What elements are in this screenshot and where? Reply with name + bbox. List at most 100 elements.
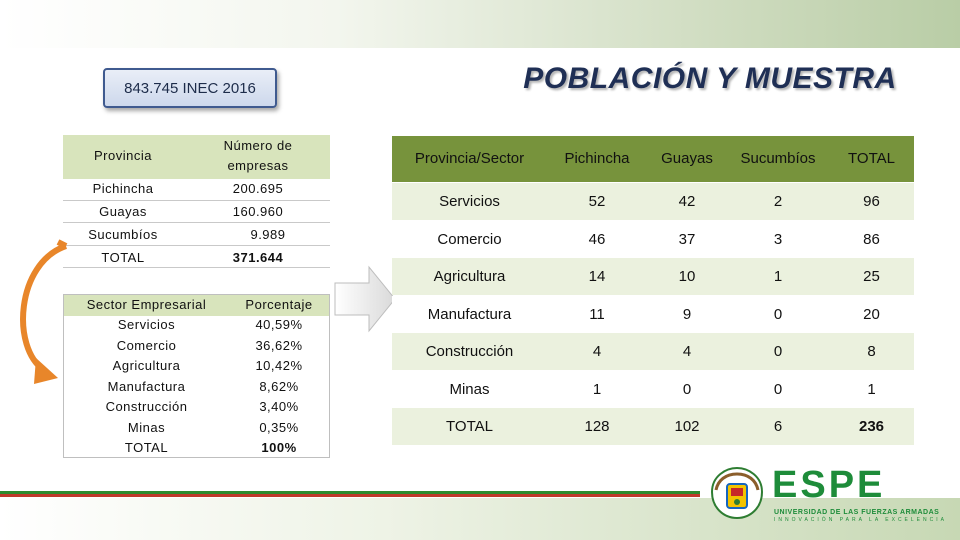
value-cell: 1 <box>773 268 783 285</box>
right-arrow-icon <box>334 265 396 333</box>
provincia-name: Guayas <box>99 204 147 219</box>
sector-table: Sector Empresarial Porcentaje Servicios … <box>63 294 330 458</box>
value-cell: 9 <box>682 306 692 323</box>
sector-percent: 40,59% <box>255 317 303 332</box>
espe-emblem-icon <box>710 466 764 520</box>
sector-name: Minas <box>127 420 166 435</box>
sector-percent: 3,40% <box>259 399 299 414</box>
provincia-count: 160.960 <box>232 204 284 219</box>
value-cell: 86 <box>863 231 880 248</box>
value-cell: 20 <box>863 306 880 323</box>
table-row: TOTAL 128 102 6 236 <box>392 408 914 445</box>
value-cell: 25 <box>863 268 880 285</box>
logo-tagline: INNOVACIÓN PARA LA EXCELENCIA <box>774 517 947 523</box>
sector-percent: 8,62% <box>259 379 299 394</box>
provincia-name: Pichincha <box>92 181 154 196</box>
table-row: Construcción 4 4 0 8 <box>392 333 914 370</box>
sector-cell: Agricultura <box>433 268 506 285</box>
sector-cell: Minas <box>449 381 490 398</box>
population-text: 843.745 INEC 2016 <box>124 79 256 97</box>
sector-cell: Comercio <box>437 231 502 248</box>
divider-red <box>0 494 700 497</box>
muestra-table: Provincia/Sector Pichincha Guayas Sucumb… <box>392 136 914 445</box>
provincia-table-header <box>63 135 330 179</box>
sector-cell: Servicios <box>439 193 500 210</box>
sector-percent: 100% <box>261 440 297 455</box>
value-cell: 1 <box>867 381 876 398</box>
table-row: Manufactura 8,62% <box>64 377 329 397</box>
header-pichincha: Pichincha <box>564 150 630 167</box>
sector-percent: 10,42% <box>255 358 303 373</box>
value-cell: 8 <box>867 343 876 360</box>
header-sector: Sector Empresarial <box>86 297 207 312</box>
value-cell: 1 <box>592 381 602 398</box>
value-cell: 46 <box>588 231 606 248</box>
value-cell: 96 <box>863 193 880 210</box>
population-box: 843.745 INEC 2016 <box>103 68 277 108</box>
table-row: Construcción 3,40% <box>64 397 329 417</box>
header-provincia-sector: Provincia/Sector <box>414 150 525 167</box>
slide-title: POBLACIÓN Y MUESTRA <box>523 62 897 95</box>
value-cell: 42 <box>678 193 696 210</box>
table-row: Servicios 40,59% <box>64 315 329 335</box>
table-row: Comercio 46 37 3 86 <box>392 221 914 258</box>
value-cell: 236 <box>858 418 885 435</box>
provincia-count: 200.695 <box>232 181 284 196</box>
sector-name: Construcción <box>105 399 188 414</box>
sector-name: Servicios <box>117 317 176 332</box>
sector-percent: 36,62% <box>255 338 303 353</box>
value-cell: 14 <box>588 268 606 285</box>
sector-cell: Construcción <box>425 343 514 360</box>
sector-cell: Manufactura <box>427 306 512 323</box>
divider-green <box>0 491 700 494</box>
bottom-decor-band <box>0 498 960 540</box>
sector-name: Agricultura <box>112 358 181 373</box>
provincia-table: Provincia Número de empresas Pichincha 2… <box>63 135 330 268</box>
header-guayas: Guayas <box>661 150 713 167</box>
header-porcentaje: Porcentaje <box>245 297 313 312</box>
table-row: Comercio 36,62% <box>64 336 329 356</box>
value-cell: 0 <box>773 381 783 398</box>
logo-name: ESPE <box>772 464 886 506</box>
header-numero-line1: Número de <box>223 138 293 153</box>
muestra-table-header <box>392 136 914 182</box>
table-row: Manufactura 11 9 0 20 <box>392 296 914 333</box>
value-cell: 52 <box>588 193 606 210</box>
table-row <box>63 179 330 201</box>
table-row: Agricultura 14 10 1 25 <box>392 258 914 295</box>
value-cell: 4 <box>682 343 692 360</box>
value-cell: 2 <box>773 193 783 210</box>
table-row: Servicios 52 42 2 96 <box>392 183 914 220</box>
sector-name: Comercio <box>116 338 177 353</box>
sector-name: Manufactura <box>107 379 186 394</box>
value-cell: 10 <box>678 268 696 285</box>
curved-arrow-icon <box>20 239 68 384</box>
provincia-count: 9.989 <box>250 227 286 242</box>
value-cell: 11 <box>589 306 605 323</box>
header-provincia: Provincia <box>94 148 152 163</box>
sector-cell: TOTAL <box>446 418 493 435</box>
table-row <box>63 246 330 268</box>
value-cell: 37 <box>678 231 696 248</box>
value-cell: 128 <box>584 418 610 435</box>
espe-logo: ESPE UNIVERSIDAD DE LAS FUERZAS ARMADAS … <box>708 462 947 523</box>
value-cell: 6 <box>773 418 783 435</box>
header-numero-line2: empresas <box>227 158 289 173</box>
provincia-name: Sucumbíos <box>88 227 158 242</box>
logo-subtitle: UNIVERSIDAD DE LAS FUERZAS ARMADAS <box>774 509 940 516</box>
header-sucumbios: Sucumbíos <box>740 150 816 167</box>
sector-percent: 0,35% <box>259 420 299 435</box>
table-row: TOTAL 100% <box>64 438 329 458</box>
value-cell: 0 <box>773 306 783 323</box>
provincia-name: TOTAL <box>101 250 145 265</box>
table-row <box>63 201 330 223</box>
value-cell: 4 <box>592 343 602 360</box>
value-cell: 0 <box>682 381 692 398</box>
table-row: Minas 1 0 0 1 <box>392 371 914 408</box>
top-decor-band <box>0 0 960 48</box>
value-cell: 3 <box>773 231 783 248</box>
header-total: TOTAL <box>848 150 895 167</box>
sector-table-header <box>64 295 329 316</box>
table-row: Agricultura 10,42% <box>64 356 329 376</box>
sector-name: TOTAL <box>124 440 169 455</box>
